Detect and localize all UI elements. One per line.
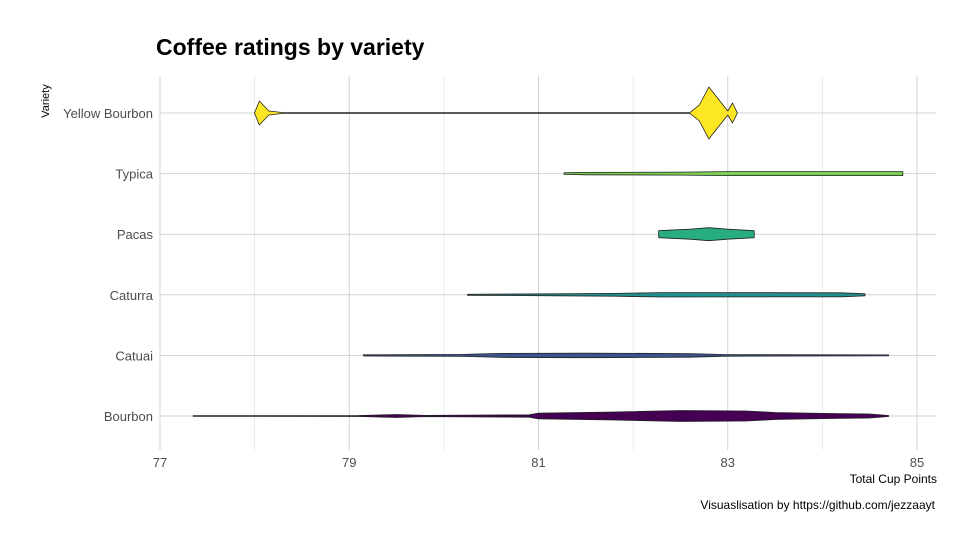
y-tick-labels: Bourbon Catuai Caturra Pacas Typica Yellow Bo… [63, 106, 154, 424]
chart-title: Coffee ratings by variety [156, 34, 425, 60]
x-tick-label: 77 [153, 455, 167, 470]
caption: Visuaslisation by https://github.com/jez… [700, 498, 935, 512]
violin-yellow-bourbon [254, 86, 738, 140]
x-tick-labels: 77 79 81 83 85 [153, 455, 924, 470]
x-tick-label: 85 [910, 455, 924, 470]
y-tick-label: Catuai [115, 348, 153, 363]
violins [192, 86, 904, 422]
grid-lines [159, 76, 936, 450]
y-tick-label: Yellow Bourbon [63, 106, 153, 121]
violin-pacas [658, 227, 755, 242]
y-tick-label: Pacas [117, 227, 154, 242]
y-tick-label: Typica [115, 167, 153, 182]
violin-bourbon [192, 410, 890, 422]
violin-typica [563, 171, 904, 177]
x-tick-label: 83 [721, 455, 735, 470]
y-tick-label: Caturra [110, 288, 154, 303]
y-tick-label: Bourbon [104, 409, 153, 424]
violin-caturra [467, 292, 866, 298]
x-axis-label: Total Cup Points [849, 472, 937, 486]
x-tick-label: 79 [342, 455, 356, 470]
violin-catuai [363, 352, 890, 359]
x-tick-label: 81 [531, 455, 545, 470]
